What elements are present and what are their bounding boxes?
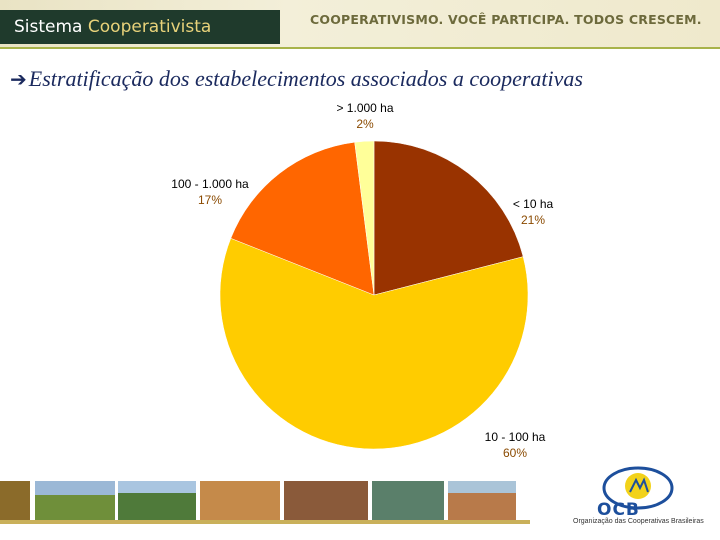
slice-percent: 60% [502, 446, 528, 460]
pie-slice-1 [219, 237, 529, 450]
pie-slice-0 [373, 140, 524, 296]
slice-percent: 2% [356, 117, 374, 131]
slice-percent: 21% [520, 213, 546, 227]
photo-workers [200, 481, 280, 522]
photo-wheelchair [372, 481, 444, 522]
slide-title: ➔Estratificação dos estabelecimentos ass… [10, 66, 583, 92]
ocb-logo-text: OCB [597, 500, 640, 520]
brand-word-sistema: Sistema [14, 17, 83, 37]
photo-field [0, 481, 30, 522]
slide-title-text: Estratificação dos estabelecimentos asso… [28, 66, 583, 91]
slice-label-lt10: < 10 ha 21% [498, 196, 568, 228]
brand-word-cooperativista: Cooperativista [87, 17, 212, 37]
slogan-text: COOPERATIVISMO. VOCÊ PARTICIPA. TODOS CR… [310, 12, 702, 27]
slice-name: 10 - 100 ha [484, 430, 546, 444]
slice-name: 100 - 1.000 ha [171, 177, 249, 191]
arrow-bullet-icon: ➔ [10, 69, 27, 91]
photo-strip [0, 476, 530, 522]
slice-label-gt1000: > 1.000 ha 2% [322, 100, 408, 132]
top-banner: Sistema Cooperativista COOPERATIVISMO. V… [0, 0, 720, 49]
photo-people [284, 481, 368, 522]
slice-name: < 10 ha [512, 197, 554, 211]
footer-rule [0, 520, 530, 524]
slice-label-100-1000: 100 - 1.000 ha 17% [158, 176, 262, 208]
brand-box: Sistema Cooperativista [0, 10, 280, 44]
pie-slice-3 [354, 140, 375, 296]
slice-percent: 17% [197, 193, 223, 207]
slice-label-10-100: 10 - 100 ha 60% [470, 429, 560, 461]
pie-slice-2 [230, 141, 375, 296]
ocb-logo-subtitle: Organização das Cooperativas Brasileiras [573, 518, 704, 525]
slice-name: > 1.000 ha [336, 101, 394, 115]
ocb-logo-icon [602, 466, 674, 510]
